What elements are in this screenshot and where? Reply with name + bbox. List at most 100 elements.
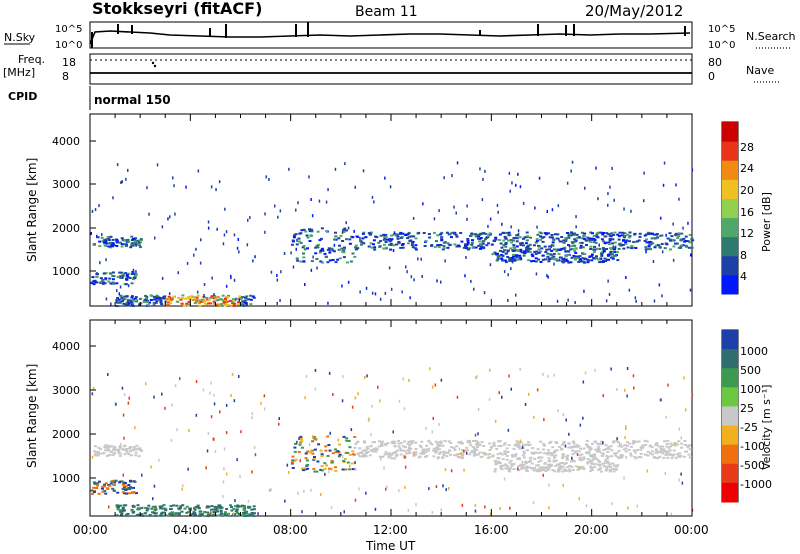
velocity-echo-cell <box>170 511 174 514</box>
power-echo-cell <box>631 246 635 249</box>
power-echo-cell <box>121 274 125 277</box>
power-echo-cell <box>644 246 648 249</box>
power-echo-cell <box>638 232 642 235</box>
velocity-echo-cell <box>171 403 173 407</box>
velocity-echo-cell <box>328 467 331 470</box>
velocity-echo-cell <box>438 444 442 447</box>
velocity-echo-cell <box>559 467 563 470</box>
power-echo-cell <box>532 260 536 262</box>
power-echo-cell <box>111 238 115 241</box>
velocity-echo-cell <box>682 455 686 458</box>
velocity-echo-cell <box>474 453 478 456</box>
velocity-colorbar-swatch <box>722 349 738 369</box>
velocity-echo-cell <box>448 450 451 453</box>
power-echo-cell <box>630 247 634 250</box>
velocity-echo-cell <box>247 507 251 509</box>
power-echo-cell <box>241 302 245 305</box>
power-echo-cell <box>691 239 695 242</box>
power-echo-cell <box>237 303 240 306</box>
power-echo-cell <box>216 295 220 298</box>
power-colorbar-tick: 16 <box>740 206 754 219</box>
power-echo-cell <box>304 283 306 286</box>
velocity-echo-cell <box>461 442 464 445</box>
power-echo-cell <box>337 248 341 251</box>
velocity-echo-cell <box>330 506 333 510</box>
power-echo-cell <box>406 237 410 240</box>
velocity-echo-cell <box>683 444 687 446</box>
power-echo-cell <box>152 298 156 301</box>
power-echo-cell <box>539 261 543 263</box>
velocity-echo-cell <box>404 446 407 449</box>
velocity-echo-cell <box>639 456 643 459</box>
velocity-echo-cell <box>344 468 348 471</box>
velocity-echo-cell <box>588 448 592 451</box>
velocity-echo-cell <box>380 444 384 447</box>
velocity-echo-cell <box>176 428 178 432</box>
velocity-echo-cell <box>497 445 501 447</box>
velocity-echo-cell <box>514 453 518 456</box>
velocity-echo-cell <box>663 450 666 453</box>
velocity-echo-cell <box>688 448 692 451</box>
velocity-echo-cell <box>522 463 526 466</box>
power-echo-cell <box>509 189 511 193</box>
power-echo-cell <box>410 244 414 247</box>
velocity-colorbar-tick: 25 <box>740 402 754 415</box>
power-echo-cell <box>621 244 625 246</box>
power-echo-cell <box>110 302 112 306</box>
power-echo-cell <box>485 236 489 239</box>
velocity-echo-cell <box>294 458 298 461</box>
power-echo-cell <box>563 257 566 261</box>
velocity-echo-cell <box>687 453 691 456</box>
velocity-echo-cell <box>672 449 676 452</box>
velocity-echo-cell <box>431 385 434 389</box>
velocity-echo-cell <box>522 456 526 459</box>
velocity-echo-cell <box>359 451 363 454</box>
power-echo-cell <box>356 235 360 238</box>
power-echo-cell <box>433 231 436 234</box>
velocity-echo-cell <box>594 457 598 460</box>
velocity-echo-cell <box>538 456 541 459</box>
power-echo-cell <box>344 162 346 166</box>
velocity-echo-cell <box>302 469 306 472</box>
velocity-echo-cell <box>251 514 255 517</box>
power-echo-cell <box>590 259 594 262</box>
power-echo-cell <box>489 263 492 267</box>
velocity-echo-cell <box>368 454 372 457</box>
power-echo-cell <box>116 241 119 244</box>
power-echo-cell <box>331 249 335 252</box>
velocity-echo-cell <box>473 450 476 453</box>
power-echo-cell <box>621 231 625 234</box>
velocity-echo-cell <box>388 452 392 455</box>
power-echo-cell <box>574 251 578 254</box>
velocity-echo-cell <box>328 449 332 452</box>
x-tick-label: 04:00 <box>173 523 208 537</box>
power-echo-cell <box>146 186 148 190</box>
velocity-echo-cell <box>320 455 324 457</box>
velocity-echo-cell <box>403 407 406 411</box>
power-echo-cell <box>342 251 346 254</box>
power-echo-cell <box>346 261 349 264</box>
power-echo-cell <box>652 260 655 263</box>
velocity-echo-cell <box>385 453 389 455</box>
power-echo-cell <box>589 248 593 250</box>
power-echo-cell <box>117 298 121 301</box>
power-echo-cell <box>586 236 590 239</box>
velocity-echo-cell <box>651 453 655 456</box>
power-echo-cell <box>225 284 228 288</box>
velocity-echo-cell <box>604 448 608 450</box>
power-echo-cell <box>660 216 662 220</box>
power-echo-cell <box>630 209 632 213</box>
power-echo-cell <box>304 230 308 233</box>
velocity-echo-cell <box>668 452 672 455</box>
power-echo-cell <box>104 278 108 281</box>
velocity-echo-cell <box>484 452 487 456</box>
velocity-echo-cell <box>646 469 649 473</box>
velocity-echo-cell <box>97 453 101 455</box>
power-echo-cell <box>500 246 504 249</box>
power-echo-cell <box>384 241 388 243</box>
velocity-echo-cell <box>128 488 132 491</box>
power-echo-cell <box>548 245 551 248</box>
velocity-echo-cell <box>540 456 544 459</box>
power-echo-cell <box>592 241 596 244</box>
velocity-echo-cell <box>597 447 601 450</box>
